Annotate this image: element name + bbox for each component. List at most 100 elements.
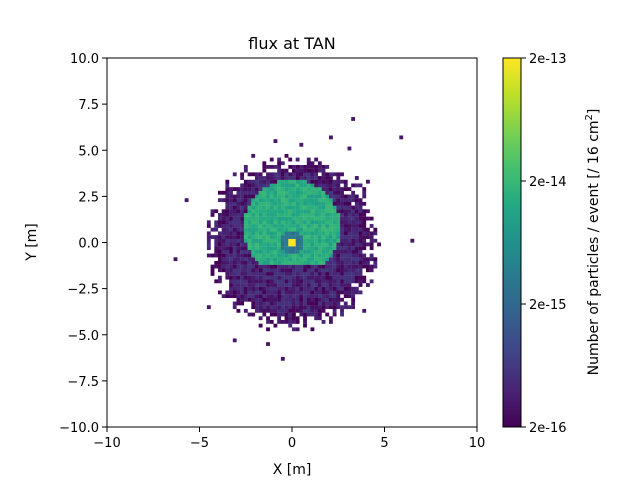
heatmap-cell	[273, 235, 278, 239]
heatmap-cell	[314, 194, 319, 199]
heatmap-cell	[251, 301, 256, 306]
heatmap-cell	[266, 253, 270, 258]
heatmap-cell	[232, 249, 237, 254]
heatmap-cell	[292, 209, 296, 214]
heatmap-cell	[214, 249, 219, 254]
heatmap-cell	[332, 212, 337, 217]
heatmap-cell	[269, 157, 274, 162]
heatmap-cell	[284, 279, 289, 284]
heatmap-cell	[299, 272, 304, 276]
heatmap-cell	[314, 179, 319, 184]
heatmap-cell	[255, 301, 259, 306]
heatmap-cell	[362, 194, 367, 199]
heatmap-cell	[288, 272, 293, 276]
heatmap-cell	[266, 327, 270, 332]
heatmap-cell	[273, 294, 278, 298]
heatmap-cell	[255, 272, 259, 276]
heatmap-cell	[306, 216, 311, 221]
heatmap-cell	[273, 183, 278, 188]
heatmap-cell	[295, 220, 300, 225]
heatmap-cell	[292, 275, 296, 280]
heatmap-cell	[321, 294, 326, 298]
heatmap-cell	[225, 235, 230, 239]
heatmap-cell	[332, 201, 337, 206]
heatmap-cell	[321, 253, 326, 258]
heatmap-cell	[269, 257, 274, 262]
heatmap-cell	[314, 283, 319, 287]
heatmap-cell	[284, 190, 289, 195]
heatmap-cell	[295, 316, 300, 321]
heatmap-cell	[280, 312, 285, 317]
heatmap-cell	[229, 246, 233, 251]
heatmap-cell	[329, 231, 333, 236]
heatmap-cell	[240, 249, 245, 254]
heatmap-cell	[218, 198, 222, 203]
heatmap-cell	[269, 290, 274, 295]
heatmap-cell	[340, 205, 344, 210]
heatmap-cell	[321, 190, 326, 195]
heatmap-cell	[251, 279, 256, 284]
heatmap-cell	[314, 301, 319, 306]
heatmap-cell	[247, 297, 252, 302]
heatmap-cell	[358, 257, 363, 262]
heatmap-cell	[280, 301, 285, 306]
heatmap-cell	[310, 227, 315, 232]
heatmap-cell	[295, 187, 300, 191]
heatmap-cell	[288, 157, 293, 162]
heatmap-cell	[206, 253, 211, 258]
heatmap-cell	[358, 201, 363, 206]
heatmap-cell	[310, 176, 315, 180]
heatmap-cell	[306, 231, 311, 236]
heatmap-cell	[251, 198, 256, 203]
heatmap-cell	[332, 224, 337, 228]
heatmap-cell	[325, 249, 330, 254]
heatmap-cell	[269, 242, 274, 247]
heatmap-cell	[225, 198, 230, 203]
heatmap-cell	[288, 246, 293, 251]
heatmap-cell	[251, 187, 256, 191]
heatmap-cell	[243, 224, 248, 228]
heatmap-cell	[214, 264, 219, 269]
heatmap-cell	[369, 231, 374, 236]
heatmap-cell	[232, 286, 237, 291]
heatmap-cell	[262, 183, 267, 188]
heatmap-cell	[218, 216, 222, 221]
heatmap-cell	[243, 212, 248, 217]
heatmap-cell	[232, 220, 237, 225]
heatmap-cell	[347, 242, 352, 247]
heatmap-cell	[280, 279, 285, 284]
heatmap-cell	[325, 194, 330, 199]
heatmap-cell	[310, 172, 315, 177]
heatmap-cell	[351, 290, 356, 295]
heatmap-cell	[247, 249, 252, 254]
heatmap-cell	[288, 305, 293, 310]
heatmap-cell	[221, 212, 226, 217]
heatmap-cell	[295, 183, 300, 188]
heatmap-cell	[266, 257, 270, 262]
heatmap-cell	[347, 264, 352, 269]
heatmap-cell	[255, 190, 259, 195]
heatmap-cell	[206, 220, 211, 225]
heatmap-cell	[266, 179, 270, 184]
heatmap-cell	[351, 198, 356, 203]
heatmap-cell	[292, 187, 296, 191]
heatmap-cell	[336, 238, 341, 243]
heatmap-cell	[369, 246, 374, 251]
heatmap-cell	[288, 249, 293, 254]
heatmap-cell	[299, 216, 304, 221]
heatmap-cell	[240, 209, 245, 214]
heatmap-cell	[358, 220, 363, 225]
heatmap-cell	[306, 168, 311, 173]
heatmap-cell	[232, 257, 237, 262]
heatmap-cell	[306, 279, 311, 284]
heatmap-cell	[218, 238, 222, 243]
heatmap-cell	[218, 260, 222, 265]
heatmap-cell	[373, 231, 378, 236]
heatmap-cell	[225, 253, 230, 258]
heatmap-cell	[247, 264, 252, 269]
heatmap-cell	[218, 190, 222, 195]
heatmap-cell	[277, 249, 282, 254]
heatmap-cell	[340, 297, 344, 302]
heatmap-cell	[340, 264, 344, 269]
heatmap-cell	[269, 286, 274, 291]
